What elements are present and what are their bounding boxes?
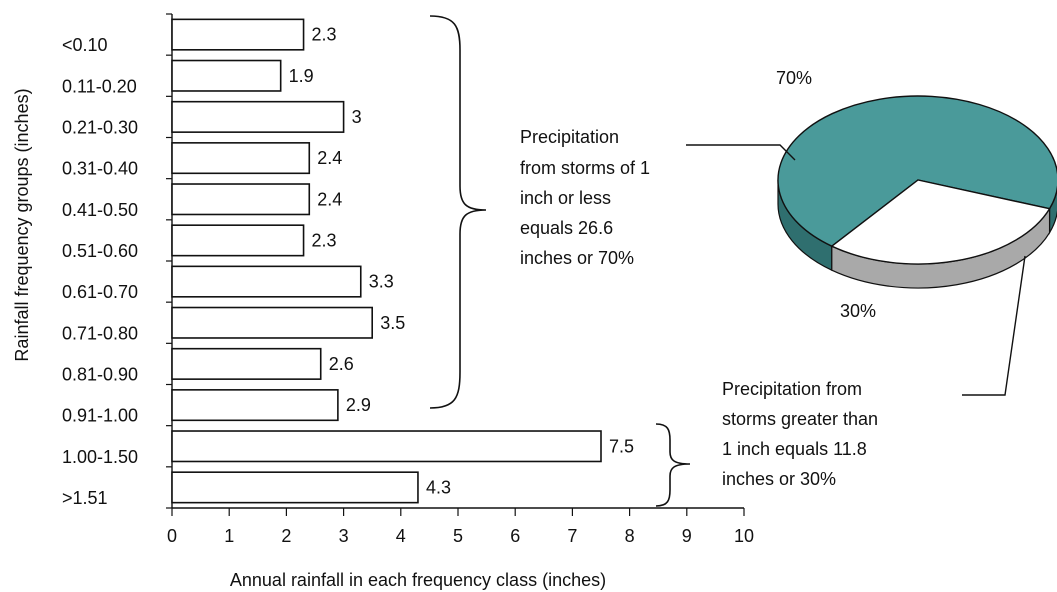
bar-10: [171, 389, 339, 422]
x-tick-label: 8: [625, 526, 635, 546]
x-tick-label: 3: [339, 526, 349, 546]
leader-line-upper: [686, 144, 796, 161]
y-axis-title: Rainfall frequency groups (inches): [12, 88, 32, 361]
bar-chart: 2.3 <0.10 1.9 0.11-0.20 3 0.21-0.30 2.4 0.31-0.…: [12, 13, 754, 590]
bar-12: [171, 471, 419, 504]
brace-lower: [655, 423, 691, 507]
category-label: 0.41-0.50: [62, 200, 138, 220]
category-label: 0.91-1.00: [62, 406, 138, 426]
x-tick-label: 4: [396, 526, 406, 546]
category-label: 0.51-0.60: [62, 241, 138, 261]
category-label: 0.21-0.30: [62, 118, 138, 138]
x-tick-label: 9: [682, 526, 692, 546]
x-tick-label: 0: [167, 526, 177, 546]
x-tick-label: 7: [567, 526, 577, 546]
value-label: 7.5: [609, 436, 634, 456]
bar-6: [171, 224, 305, 257]
category-label: 0.71-0.80: [62, 323, 138, 343]
category-label: >1.51: [62, 488, 108, 508]
bar-4: [171, 142, 311, 175]
category-label: 0.61-0.70: [62, 282, 138, 302]
bar-5: [171, 183, 311, 216]
annotation-upper-line-4: equals 26.6: [520, 218, 613, 238]
value-label: 1.9: [289, 66, 314, 86]
value-label: 2.3: [312, 25, 337, 45]
bar-7: [171, 265, 362, 298]
bar-3: [171, 100, 345, 133]
x-tick-label: 5: [453, 526, 463, 546]
value-label: 2.4: [317, 148, 342, 168]
category-label: 0.81-0.90: [62, 365, 138, 385]
pie-label-70: 70%: [776, 68, 812, 88]
value-label: 3.3: [369, 272, 394, 292]
pie-slice-70: [777, 95, 1057, 248]
x-axis-title: Annual rainfall in each frequency class …: [230, 570, 606, 590]
annotation-upper-line-1: Precipitation: [520, 127, 619, 147]
brace-upper: [429, 15, 487, 409]
pie-label-30: 30%: [840, 301, 876, 321]
annotation-upper-line-3: inch or less: [520, 188, 611, 208]
value-label: 4.3: [426, 477, 451, 497]
bar-9: [171, 347, 322, 380]
annotation-lower-line-2: storms greater than: [722, 409, 878, 429]
leader-line-lower: [962, 255, 1026, 396]
value-label: 2.6: [329, 354, 354, 374]
x-tick-label: 6: [510, 526, 520, 546]
category-label: 1.00-1.50: [62, 447, 138, 467]
category-label: 0.11-0.20: [62, 76, 137, 96]
bar-11: [171, 430, 602, 463]
category-label: <0.10: [62, 35, 108, 55]
value-label: 2.9: [346, 395, 371, 415]
value-label: 2.4: [317, 189, 342, 209]
annotation-lower-line-1: Precipitation from: [722, 379, 862, 399]
x-tick-label: 1: [224, 526, 234, 546]
annotations: Precipitation from storms of 1 inch or l…: [429, 15, 1026, 507]
value-label: 3.5: [380, 313, 405, 333]
annotation-upper-line-2: from storms of 1: [520, 158, 650, 178]
value-label: 2.3: [312, 230, 337, 250]
annotation-lower-line-4: inches or 30%: [722, 469, 836, 489]
x-tick-label: 10: [734, 526, 754, 546]
pie-chart: 70% 30%: [776, 68, 1057, 321]
bar-8: [171, 306, 373, 339]
value-label: 3: [352, 107, 362, 127]
category-label: 0.31-0.40: [62, 159, 138, 179]
annotation-upper-line-5: inches or 70%: [520, 248, 634, 268]
annotation-lower-line-3: 1 inch equals 11.8: [722, 439, 867, 459]
bar-2: [171, 59, 282, 92]
x-tick-label: 2: [281, 526, 291, 546]
pie-slice-30: [830, 179, 1051, 265]
bar-1: [171, 18, 305, 51]
